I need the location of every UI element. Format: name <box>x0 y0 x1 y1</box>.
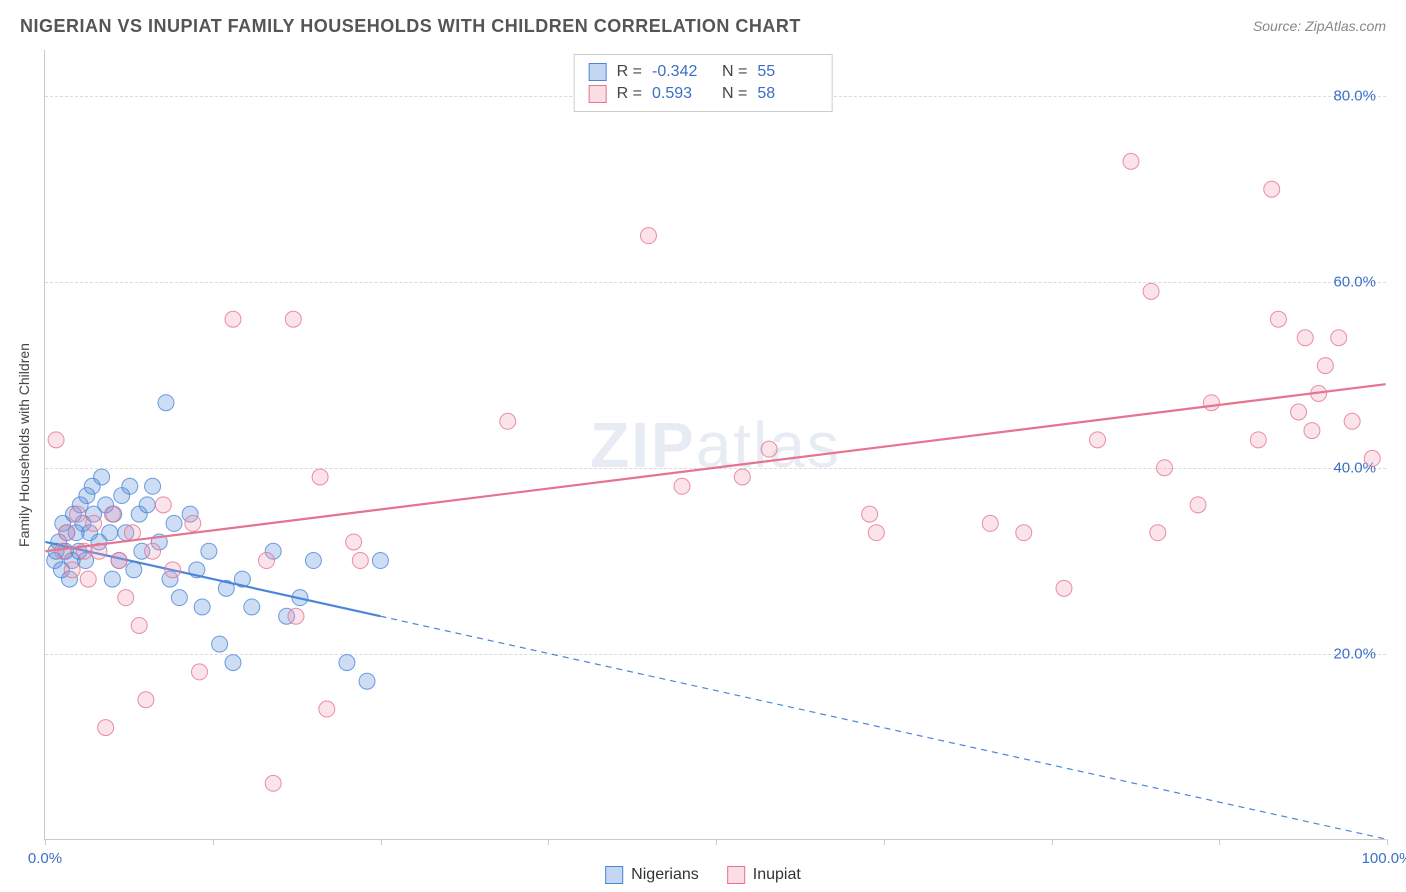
n-value-inupiat: 58 <box>757 85 817 103</box>
legend-stats: R = -0.342 N = 55 R = 0.593 N = 58 <box>574 54 833 112</box>
x-tick <box>213 839 214 845</box>
x-tick-label: 100.0% <box>1362 850 1406 867</box>
legend-item-inupiat: Inupiat <box>727 866 801 884</box>
legend-stats-row-nigerians: R = -0.342 N = 55 <box>589 61 818 83</box>
legend-series: Nigerians Inupiat <box>605 866 801 884</box>
x-tick <box>381 839 382 845</box>
x-tick <box>1052 839 1053 845</box>
r-label: R = <box>617 63 642 81</box>
swatch-nigerians <box>589 63 607 81</box>
legend-label-inupiat: Inupiat <box>753 866 801 884</box>
r-label: R = <box>617 85 642 103</box>
y-axis-label: Family Households with Children <box>16 343 32 547</box>
source-attribution: Source: ZipAtlas.com <box>1253 18 1386 34</box>
x-tick <box>884 839 885 845</box>
x-tick <box>548 839 549 845</box>
swatch-inupiat <box>589 85 607 103</box>
x-tick <box>1387 839 1388 845</box>
legend-label-nigerians: Nigerians <box>631 866 699 884</box>
n-label: N = <box>722 63 747 81</box>
x-tick <box>716 839 717 845</box>
chart-title: NIGERIAN VS INUPIAT FAMILY HOUSEHOLDS WI… <box>20 16 801 37</box>
x-tick-label: 0.0% <box>28 850 62 867</box>
legend-item-nigerians: Nigerians <box>605 866 699 884</box>
legend-stats-row-inupiat: R = 0.593 N = 58 <box>589 83 818 105</box>
swatch-inupiat-bottom <box>727 866 745 884</box>
n-value-nigerians: 55 <box>757 63 817 81</box>
r-value-inupiat: 0.593 <box>652 85 712 103</box>
chart-plot-area: ZIPatlas 20.0%40.0%60.0%80.0%0.0%100.0% <box>44 50 1386 840</box>
x-tick <box>1219 839 1220 845</box>
chart-svg <box>45 50 1386 839</box>
r-value-nigerians: -0.342 <box>652 63 712 81</box>
x-tick <box>45 839 46 845</box>
swatch-nigerians-bottom <box>605 866 623 884</box>
n-label: N = <box>722 85 747 103</box>
